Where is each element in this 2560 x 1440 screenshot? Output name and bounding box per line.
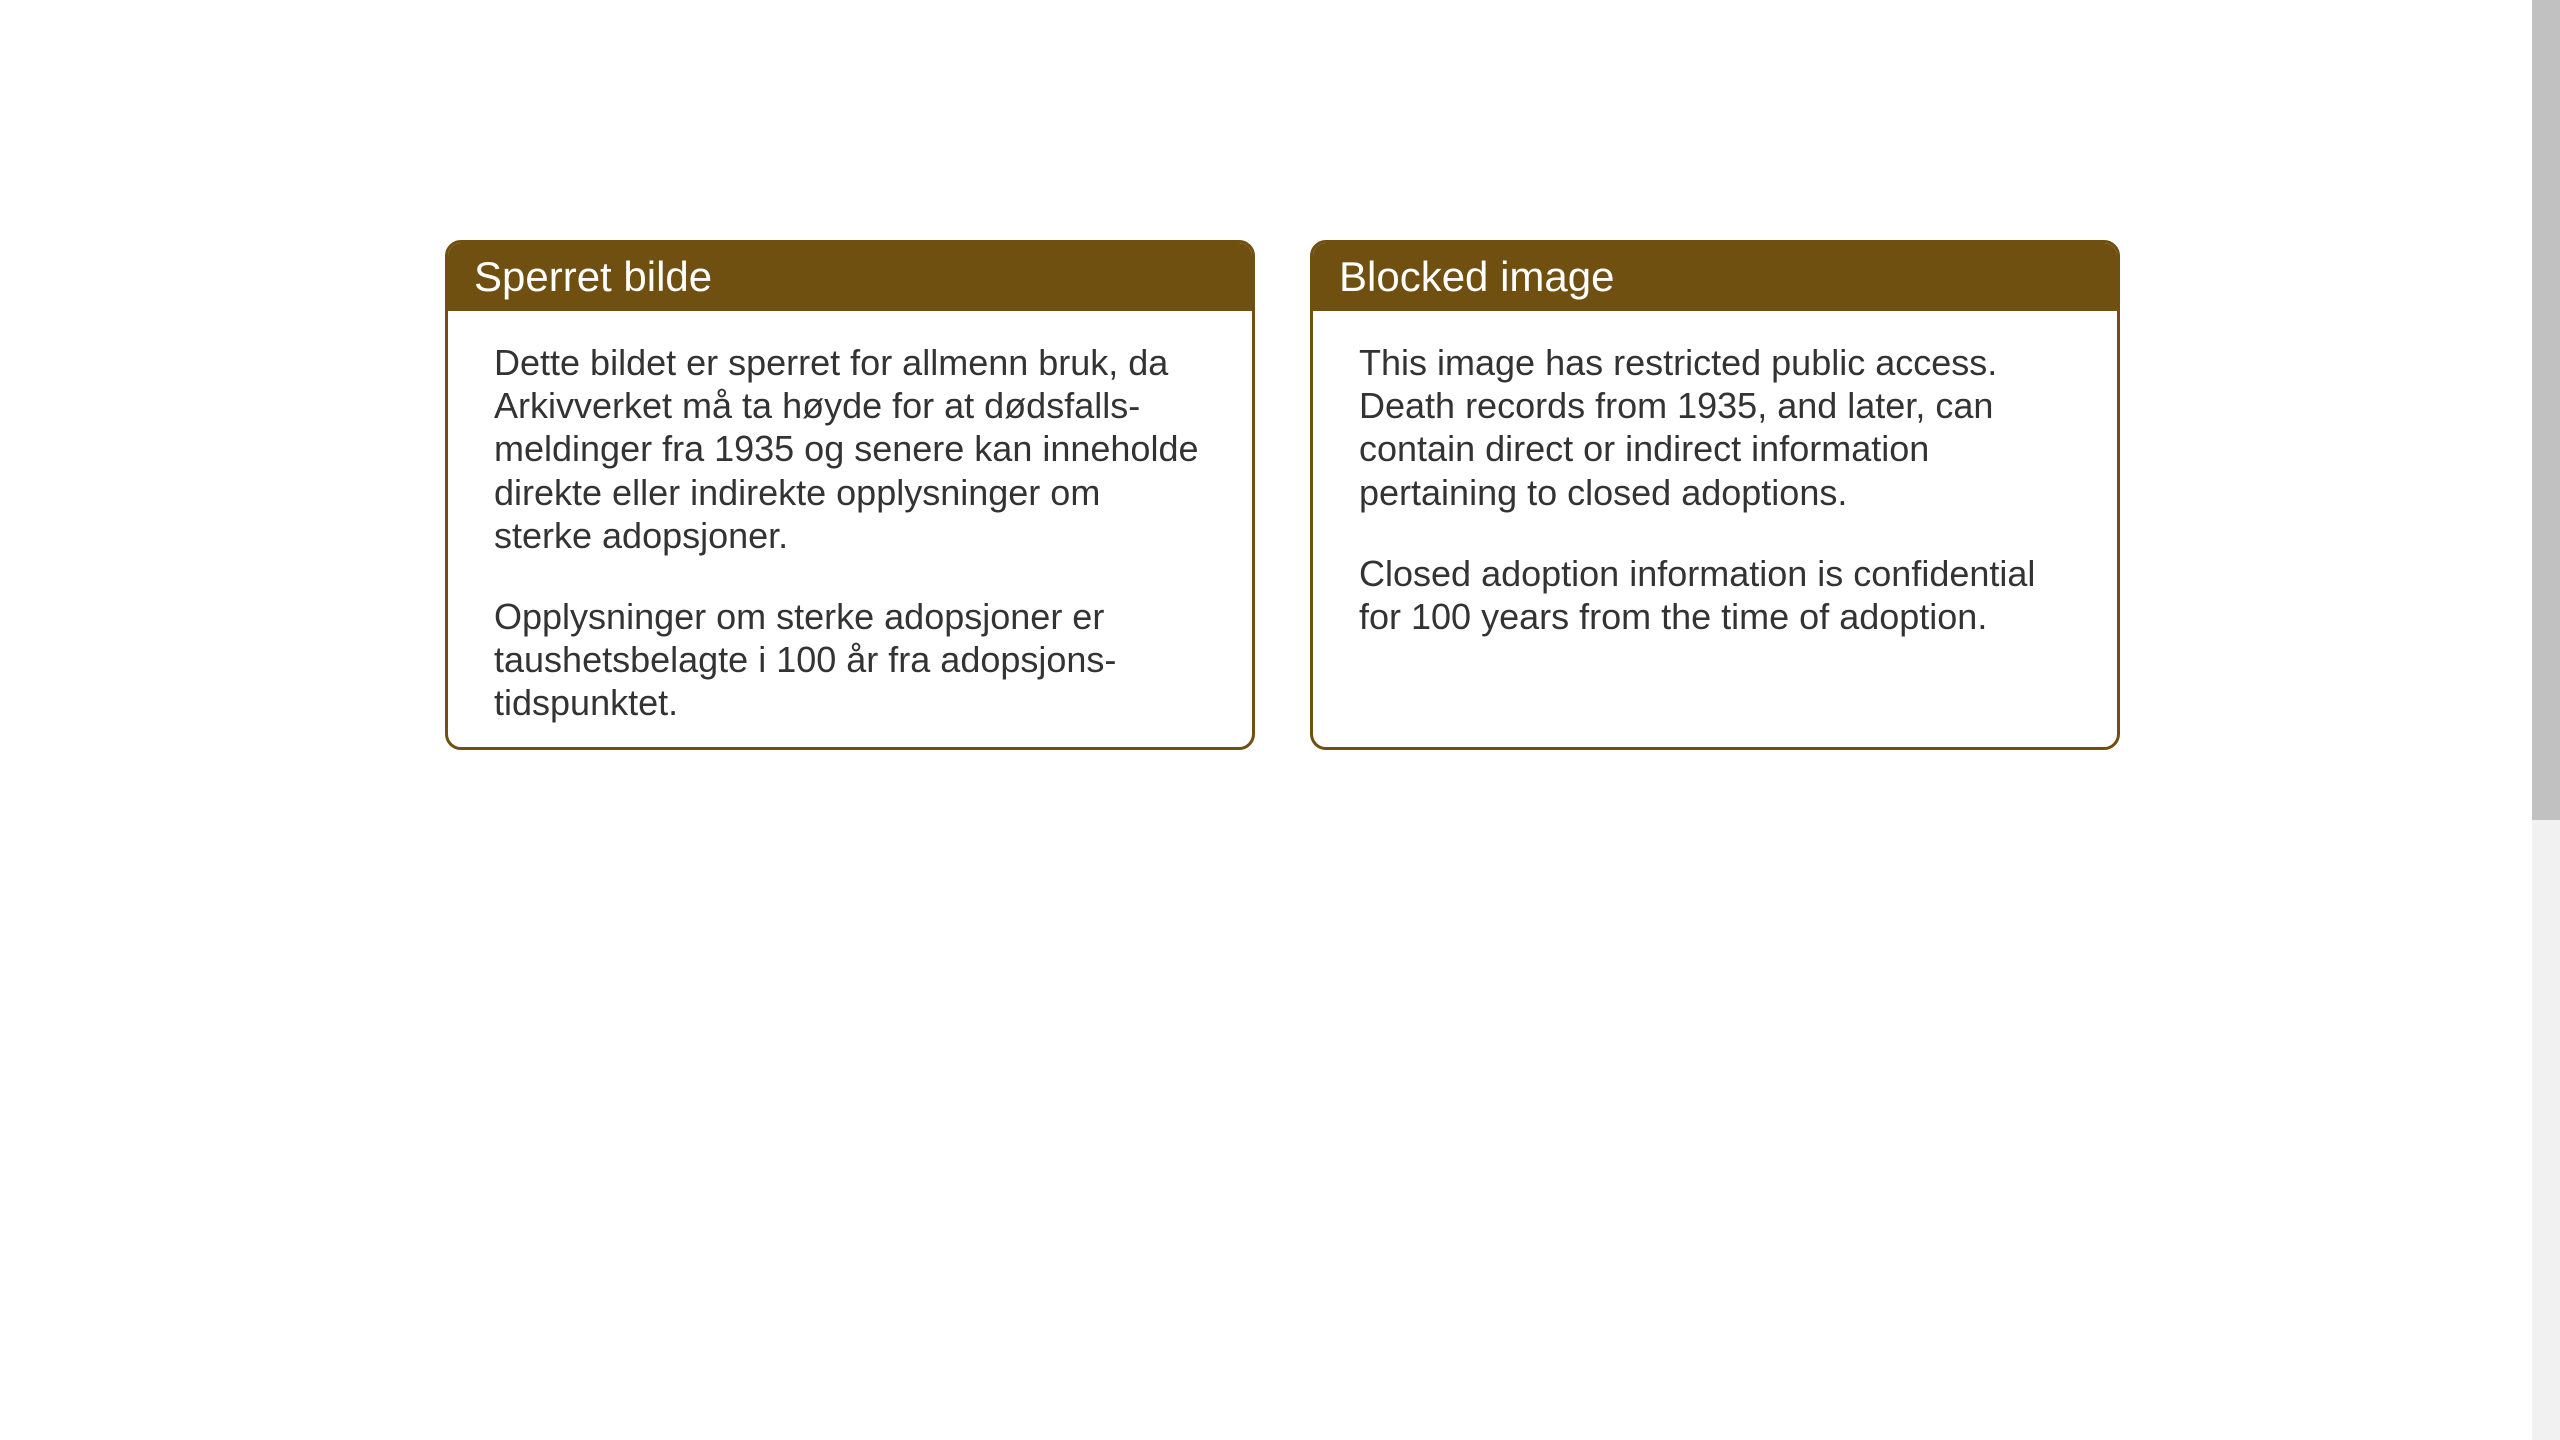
card-paragraph2-norwegian: Opplysninger om sterke adopsjoner er tau… xyxy=(494,595,1206,725)
card-body-norwegian: Dette bildet er sperret for allmenn bruk… xyxy=(448,311,1252,750)
card-paragraph1-english: This image has restricted public access.… xyxy=(1359,341,2071,514)
card-paragraph1-norwegian: Dette bildet er sperret for allmenn bruk… xyxy=(494,341,1206,557)
cards-container: Sperret bilde Dette bildet er sperret fo… xyxy=(445,240,2120,750)
card-header-english: Blocked image xyxy=(1313,243,2117,311)
card-norwegian: Sperret bilde Dette bildet er sperret fo… xyxy=(445,240,1255,750)
scrollbar-thumb[interactable] xyxy=(2532,0,2560,820)
card-header-norwegian: Sperret bilde xyxy=(448,243,1252,311)
card-paragraph2-english: Closed adoption information is confident… xyxy=(1359,552,2071,638)
card-title-english: Blocked image xyxy=(1339,253,1614,300)
card-title-norwegian: Sperret bilde xyxy=(474,253,712,300)
scrollbar-track[interactable] xyxy=(2532,0,2560,1440)
card-english: Blocked image This image has restricted … xyxy=(1310,240,2120,750)
card-body-english: This image has restricted public access.… xyxy=(1313,311,2117,668)
